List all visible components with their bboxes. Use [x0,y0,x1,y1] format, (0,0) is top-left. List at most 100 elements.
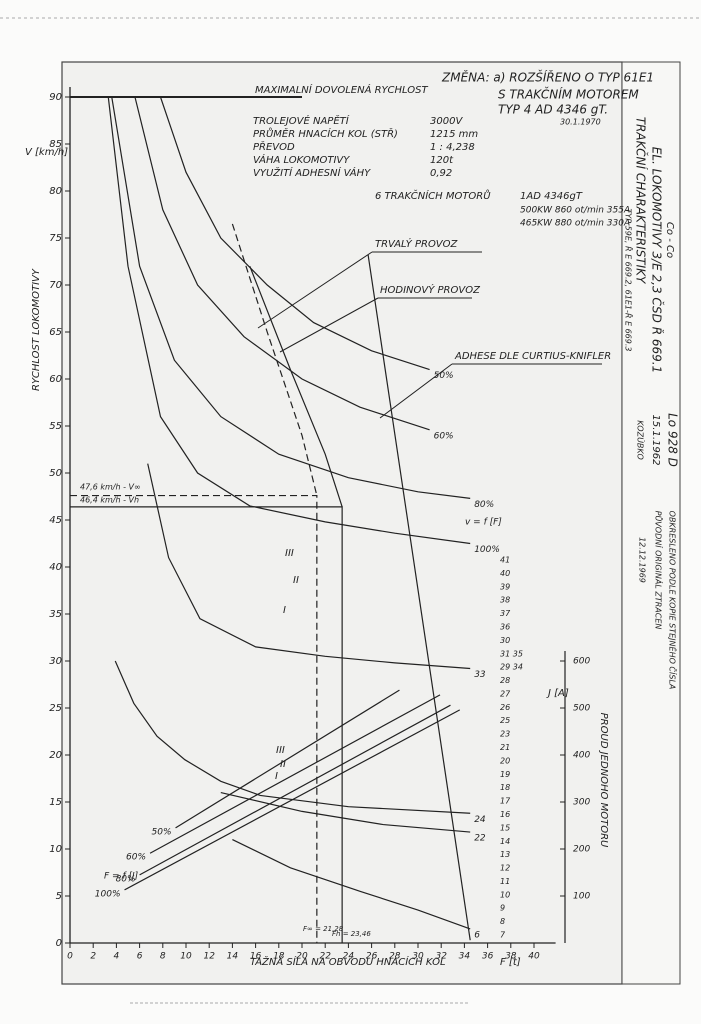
title-block-text: KOZÚBKO [636,420,647,459]
notch-label: 12 [500,864,510,873]
curve-label: 100% [95,889,121,899]
curve [367,254,471,941]
notch-label: 11 [500,877,510,886]
y-tick-label: 65 [49,327,62,338]
motor-info: 500KW 860 ot/min 355A [520,206,630,216]
notch-label: 28 [500,676,510,685]
curve [70,506,343,943]
annotation: TRVALÝ PROVOZ [375,237,459,250]
curve [111,96,471,499]
change-note: TYP 4 AD 4346 gT. [498,103,608,117]
y-axis-title: RYCHLOST LOKOMOTIVY [31,268,42,391]
notch-label: 25 [500,716,510,725]
curve-label: 60% [434,431,454,441]
annotation: HODINOVÝ PROVOZ [380,283,481,296]
y-tick-label: 70 [49,280,62,291]
notch-label: 39 [500,582,510,591]
curve-label: 24 [474,815,486,825]
annotation: II [280,759,286,770]
parameter-value: 120t [430,155,454,166]
y2-tick-label: 400 [573,751,590,761]
x-tick-label: 10 [180,952,192,962]
notch-label: 40 [500,569,510,578]
notch-label: 19 [500,770,510,779]
leader [257,251,373,329]
x-tick-label: 36 [482,952,494,962]
parameter-name: VYUŽITÍ ADHESNÍ VÁHY [253,166,371,179]
y2-tick-label: 600 [573,657,590,667]
y-tick-label: 40 [49,562,62,573]
notch-label: 36 [500,622,510,631]
curve-label: 50% [152,827,172,837]
curve [147,463,471,670]
notch-label: 14 [500,837,510,846]
annotation: v = f [F] [465,518,502,528]
curve [70,494,318,943]
curve-label: 22 [474,834,486,844]
annotation: I [275,771,278,782]
parameter-value: 1 : 4,238 [430,142,475,153]
y-tick-label: 50 [49,468,62,479]
notch-label: 7 [500,931,506,940]
parameter-value: 0,92 [430,168,452,179]
notch-label: 30 [500,636,510,645]
y2-tick-label: 300 [573,798,590,808]
x-axis-unit: F [t] [500,957,521,968]
notch-label: 26 [500,703,510,712]
x-tick-label: 4 [114,952,120,962]
x-axis-title: TAŽNÁ SÍLA NA OBVODU HNACÍCH KOL [250,955,446,968]
curve [107,96,471,545]
y-tick-label: 55 [49,421,62,432]
x-tick-label: 24 [343,952,355,962]
x-tick-label: 0 [67,952,73,962]
curve-label: 80% [474,500,494,510]
notch-label: 8 [500,917,505,926]
title-block-text: PŮVODNÍ ORIGINÁL ZTRACEN [654,511,665,630]
title-block-text: Co - Co [664,222,675,258]
annotation: F = f [J] [104,872,139,882]
annotation: F∞ = 21,28 [303,925,344,933]
x-tick-label: 26 [366,952,378,962]
y-axis-unit: V [km/h] [25,147,68,158]
curve [159,96,430,371]
notch-label: 29 34 [500,663,523,672]
title-block-text: TYP 59E, Ř E 669.2, 61E1-Ř E 669.3 [624,209,635,352]
curve [249,265,343,508]
y-tick-label: 45 [49,515,62,526]
x-tick-label: 32 [435,952,447,962]
y-tick-label: 35 [49,609,62,620]
x-tick-label: 14 [227,952,239,962]
x-tick-label: 28 [389,952,401,962]
notch-label: 31 35 [500,649,523,658]
x-tick-label: 6 [137,952,143,962]
title-block-text: 15.1.1962 [650,415,661,466]
x-tick-label: 2 [90,952,96,962]
title-block-text: EL. LOKOMOTIVY 3/E 2,3 ČSD Ř 669.1 [650,147,665,373]
leader [379,363,453,419]
x-tick-label: 18 [273,952,285,962]
motor-info: 465KW 880 ot/min 330A [520,219,630,229]
y-tick-label: 30 [49,656,62,667]
x-tick-label: 38 [505,952,517,962]
notch-label: 9 [500,904,505,913]
y2-tick-label: 500 [573,704,590,714]
parameter-name: VÁHA LOKOMOTIVY [253,153,350,166]
notch-label: 16 [500,810,510,819]
x-tick-label: 30 [412,952,424,962]
y-tick-label: 15 [49,797,62,808]
parameter-name: PŘEVOD [253,140,295,153]
title-block-text: 12.12.1969 [638,537,647,583]
notch-label: 27 [500,689,511,698]
leader [279,297,379,353]
notch-label: 21 [500,743,510,752]
parameter-value: 1215 mm [430,129,478,140]
x-tick-label: 34 [459,952,471,962]
curve-label: 100% [474,545,500,555]
title-block-text: TRAKČNÍ CHARAKTERISTIKY [634,117,649,285]
y-tick-label: 20 [49,750,62,761]
annotation: III [285,548,294,559]
y2-axis-unit: J [A] [546,688,569,699]
x-tick-label: 16 [250,952,262,962]
notch-label: 38 [500,596,510,605]
